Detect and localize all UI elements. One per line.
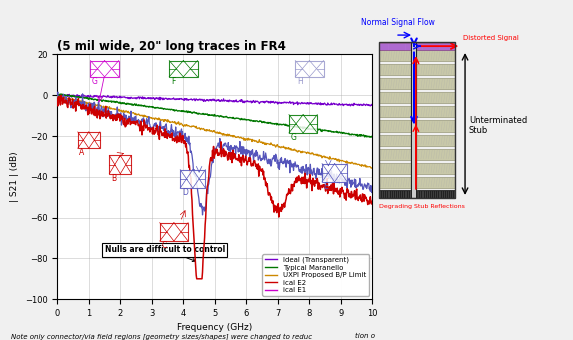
Text: Nulls are difficult to control: Nulls are difficult to control (105, 245, 225, 261)
Bar (169, 61, 198, 77)
Text: G: G (92, 77, 98, 86)
Text: G: G (291, 133, 296, 142)
Bar (322, 164, 347, 182)
Text: B: B (111, 174, 116, 183)
Bar (379, 106, 455, 117)
Text: Unterminated
Stub: Unterminated Stub (469, 116, 527, 135)
Bar (379, 135, 455, 146)
Bar (416, 42, 417, 198)
Bar (411, 42, 417, 198)
Text: F: F (171, 77, 175, 86)
X-axis label: Frequency (GHz): Frequency (GHz) (177, 323, 253, 333)
Bar (379, 120, 455, 132)
Bar (379, 177, 455, 188)
Bar (379, 64, 455, 75)
Text: Degrading Stub Reflections: Degrading Stub Reflections (379, 204, 465, 209)
Bar (180, 170, 206, 188)
Bar (379, 43, 455, 50)
Bar (379, 92, 455, 103)
Bar (379, 190, 455, 198)
Bar (109, 155, 131, 174)
Text: (5 mil wide, 20" long traces in FR4: (5 mil wide, 20" long traces in FR4 (57, 40, 286, 53)
Text: Note only connector/via field regions [geometry sizes/shapes] were changed to re: Note only connector/via field regions [g… (11, 333, 313, 340)
Bar (289, 115, 317, 133)
Bar (379, 78, 455, 89)
Bar (379, 50, 455, 61)
Bar (379, 149, 455, 160)
Y-axis label: | S21 | (dB): | S21 | (dB) (10, 152, 19, 202)
Text: Normal Signal Flow: Normal Signal Flow (362, 18, 435, 27)
Bar (78, 132, 100, 148)
Text: C: C (162, 241, 167, 250)
Bar (411, 42, 412, 198)
Text: H: H (297, 77, 303, 86)
Bar (379, 42, 455, 198)
Legend: Ideal (Transparent), Typical Maranello, UXPI Proposed B/P Limit, ical E2, ical E: Ideal (Transparent), Typical Maranello, … (262, 254, 369, 296)
Text: E: E (324, 182, 328, 191)
Bar (91, 61, 119, 77)
Bar (295, 61, 324, 77)
Text: A: A (79, 148, 85, 157)
Bar (379, 163, 455, 174)
Text: D: D (182, 188, 188, 197)
Text: Distorted Signal: Distorted Signal (462, 35, 519, 41)
Bar (160, 223, 188, 241)
Text: tion o: tion o (355, 333, 375, 339)
